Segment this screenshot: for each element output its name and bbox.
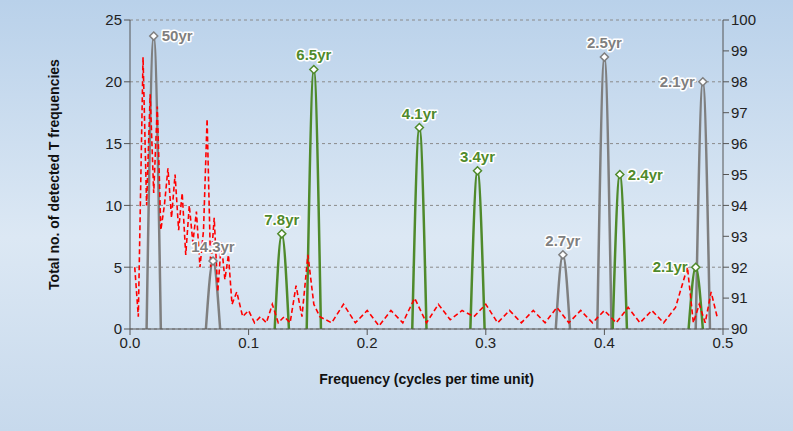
svg-text:2.1yr: 2.1yr [653, 258, 688, 275]
svg-text:25: 25 [105, 11, 122, 28]
svg-text:2.4yr: 2.4yr [628, 166, 663, 183]
svg-text:92: 92 [731, 259, 748, 276]
svg-text:98: 98 [731, 73, 748, 90]
svg-text:100: 100 [731, 11, 756, 28]
svg-text:50yr: 50yr [162, 27, 193, 44]
svg-text:99: 99 [731, 42, 748, 59]
svg-text:0.3: 0.3 [475, 334, 496, 351]
svg-text:Total no. of detected T freque: Total no. of detected T frequencies [46, 59, 62, 290]
svg-text:Frequency (cycles per time uni: Frequency (cycles per time unit) [319, 371, 534, 387]
svg-text:6.5yr: 6.5yr [296, 46, 331, 63]
svg-text:0.0: 0.0 [120, 334, 141, 351]
svg-text:96: 96 [731, 135, 748, 152]
svg-text:14.3yr: 14.3yr [191, 238, 235, 255]
svg-text:91: 91 [731, 289, 748, 306]
svg-text:7.8yr: 7.8yr [264, 211, 299, 228]
svg-text:5: 5 [114, 259, 122, 276]
svg-text:94: 94 [731, 197, 748, 214]
svg-text:93: 93 [731, 228, 748, 245]
svg-text:0: 0 [114, 320, 122, 337]
svg-text:20: 20 [105, 73, 122, 90]
svg-text:15: 15 [105, 135, 122, 152]
svg-text:2.7yr: 2.7yr [545, 232, 580, 249]
svg-text:0.2: 0.2 [357, 334, 378, 351]
svg-text:0.1: 0.1 [238, 334, 259, 351]
svg-text:10: 10 [105, 197, 122, 214]
svg-text:90: 90 [731, 320, 748, 337]
svg-text:0.5: 0.5 [712, 333, 734, 351]
svg-text:95: 95 [731, 166, 748, 183]
svg-text:4.1yr: 4.1yr [402, 105, 437, 122]
svg-text:3.4yr: 3.4yr [460, 148, 495, 165]
svg-text:0.4: 0.4 [594, 334, 615, 351]
svg-text:2.5yr: 2.5yr [587, 34, 622, 51]
svg-text:2.1yr: 2.1yr [660, 73, 695, 90]
svg-text:97: 97 [731, 104, 748, 121]
